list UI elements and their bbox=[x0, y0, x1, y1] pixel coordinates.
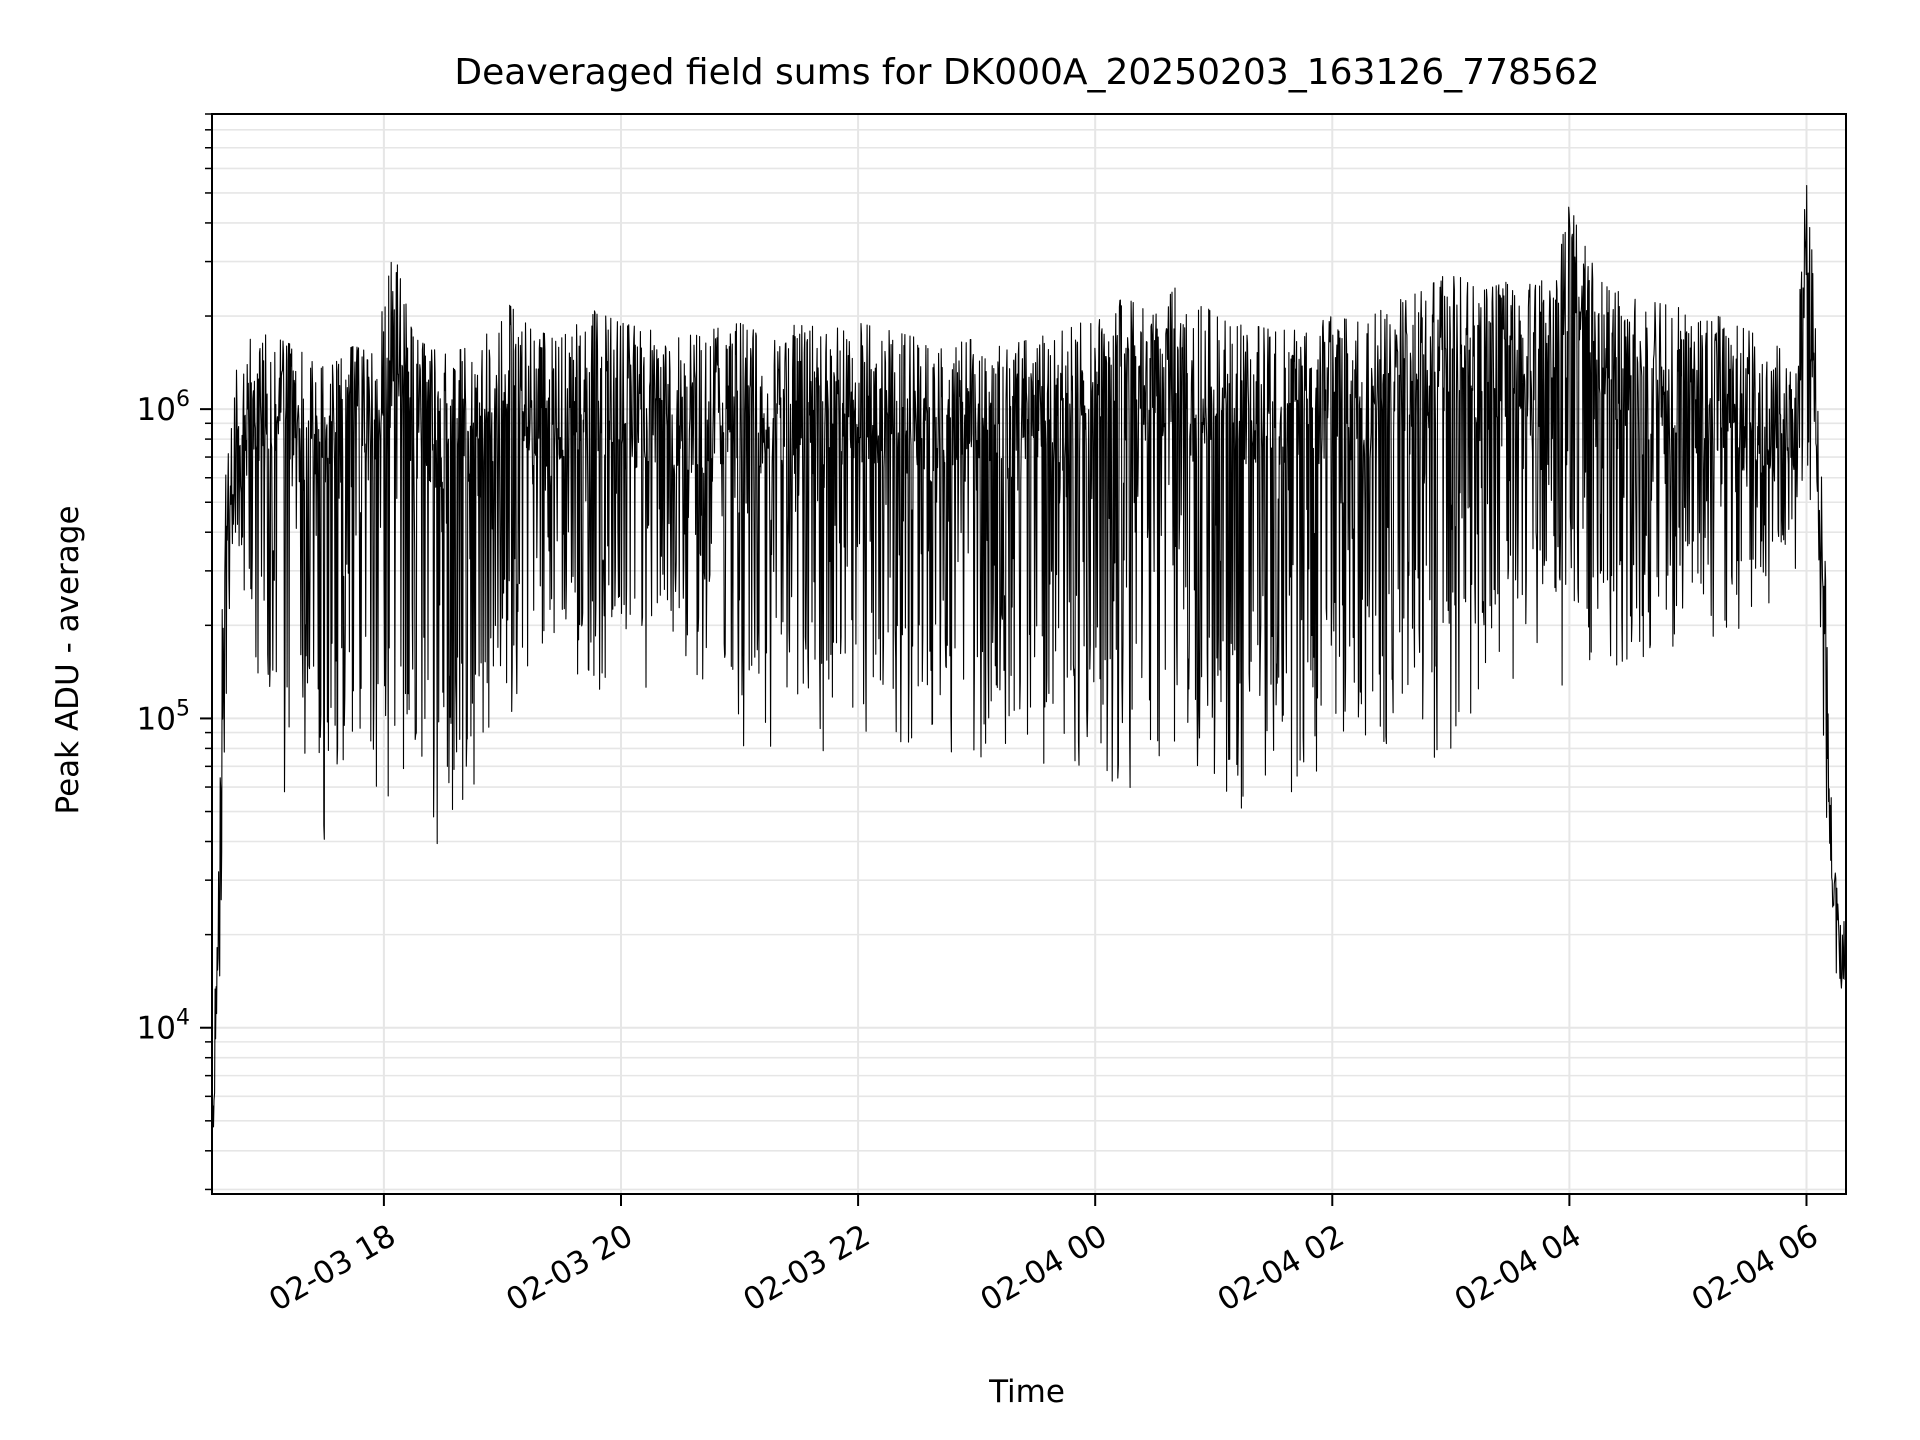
chart-title: Deaveraged field sums for DK000A_2025020… bbox=[454, 52, 1599, 93]
y-tick-label: 105 bbox=[137, 696, 190, 737]
plot-area-frame bbox=[211, 113, 1847, 1195]
y-tick-label: 106 bbox=[137, 387, 190, 428]
series-line bbox=[211, 184, 1847, 1128]
y-axis-label: Peak ADU - average bbox=[50, 505, 86, 814]
y-tick-label: 104 bbox=[137, 1006, 190, 1047]
y-axis: 104 105 106 bbox=[137, 113, 212, 1191]
x-axis-label: Time bbox=[988, 1374, 1065, 1410]
data-series bbox=[211, 184, 1847, 1128]
